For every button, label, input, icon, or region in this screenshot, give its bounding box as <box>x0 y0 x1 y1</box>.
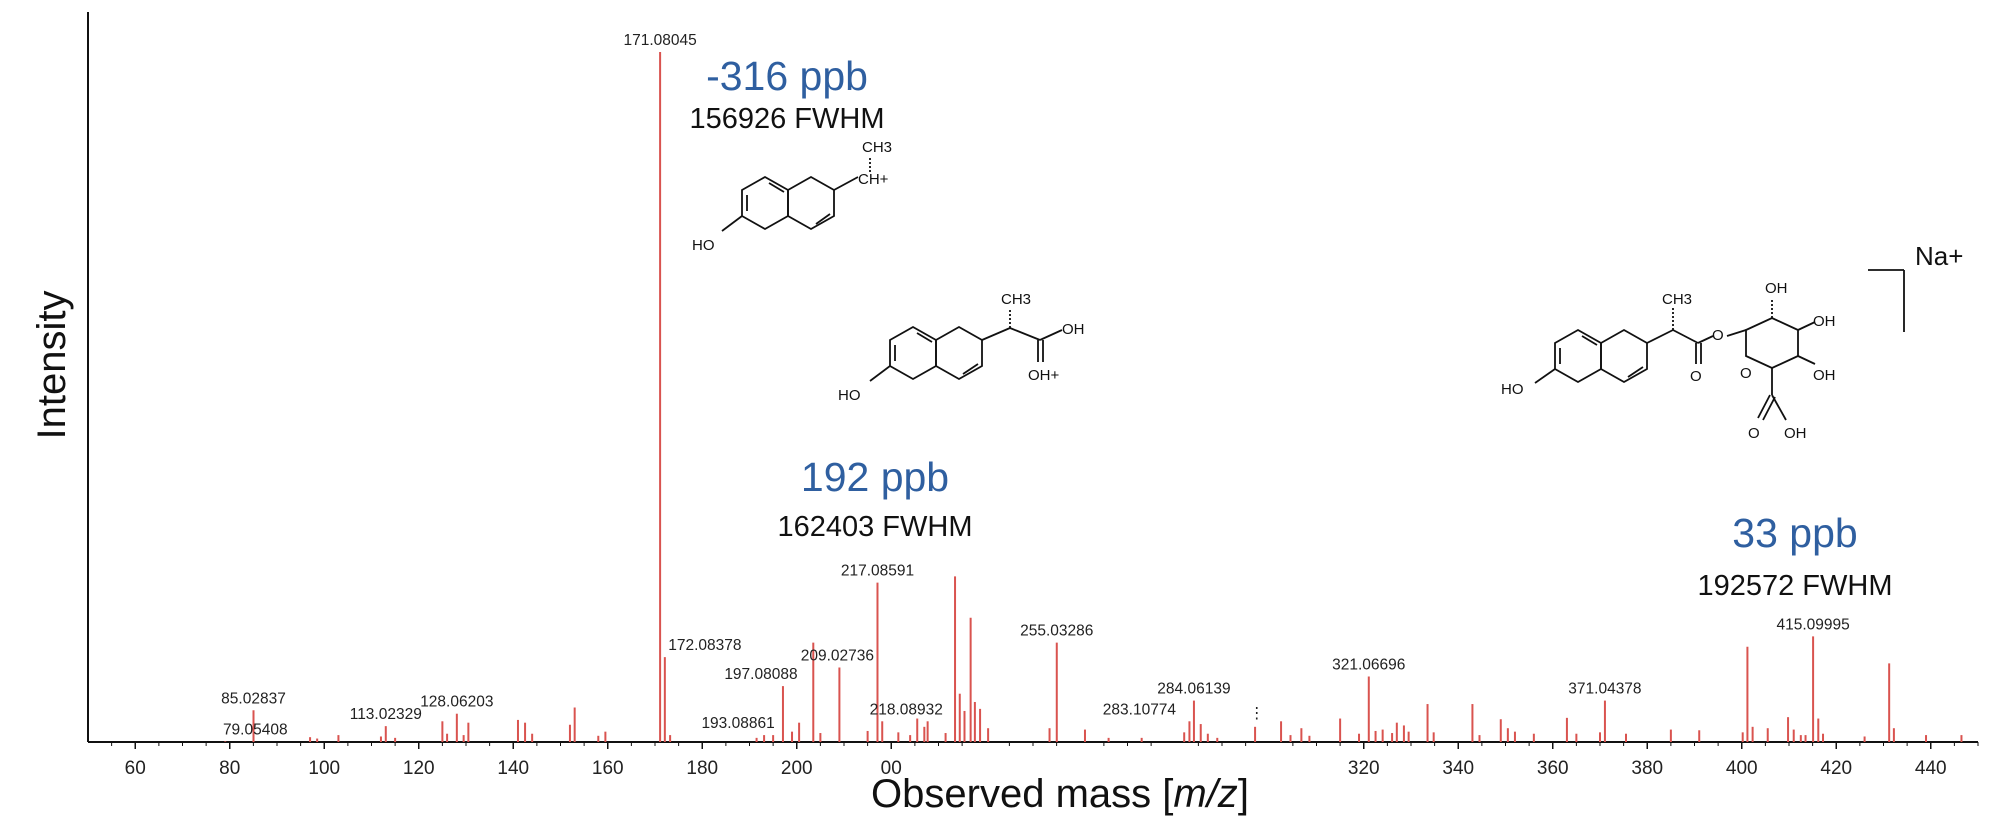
peak-label: 209.02736 <box>801 647 874 664</box>
structure-fragment-171: HO CH+ CH3 <box>692 139 892 254</box>
peak-label: 79.05408 <box>223 721 288 738</box>
fwhm-annotation-1: 156926 FWHM <box>689 103 884 135</box>
ppb-annotation-3: 33 ppb <box>1732 510 1857 556</box>
peak-label: 128.06203 <box>420 694 493 711</box>
peak-label: 113.02329 <box>350 706 422 723</box>
x-tick-label: 440 <box>1915 758 1947 779</box>
peak-label: 171.08045 <box>623 32 696 49</box>
ellipsis-marker: ⋮ <box>1249 705 1265 722</box>
x-tick-label: 420 <box>1820 758 1852 779</box>
x-tick-label: 140 <box>497 758 529 779</box>
fwhm-annotation-3: 192572 FWHM <box>1697 570 1892 602</box>
x-ticks-group: 60 80 100 120 140 160 180 200 00 320 340 360 380 400 4… <box>111 742 1979 779</box>
peaks-group <box>224 52 1963 742</box>
svg-text:OH: OH <box>1062 321 1085 338</box>
peak-label: 321.06696 <box>1332 656 1405 673</box>
svg-text:CH3: CH3 <box>1001 291 1031 308</box>
svg-text:HO: HO <box>838 387 861 404</box>
peak-label: 197.08088 <box>724 666 797 683</box>
peak-label: 371.04378 <box>1568 681 1641 698</box>
structure-precursor-acid: HO CH3 OH OH+ <box>838 291 1085 404</box>
peak-label: 172.08378 <box>668 637 741 654</box>
svg-text:OH: OH <box>1813 313 1836 330</box>
svg-text:OH: OH <box>1784 425 1807 442</box>
peak-label: 218.08932 <box>870 701 943 718</box>
peak-label: 85.02837 <box>221 690 286 707</box>
x-tick-label: 00 <box>881 758 902 779</box>
peak-label: 255.03286 <box>1020 623 1093 640</box>
x-tick-label: 340 <box>1442 758 1474 779</box>
svg-text:OH+: OH+ <box>1028 367 1060 384</box>
y-axis-title: Intensity <box>30 291 74 440</box>
peak-label: 284.06139 <box>1157 681 1230 698</box>
x-tick-label: 320 <box>1348 758 1380 779</box>
x-tick-label: 400 <box>1726 758 1758 779</box>
svg-text:O: O <box>1712 327 1724 344</box>
svg-text:O: O <box>1690 368 1702 385</box>
x-tick-label: 360 <box>1537 758 1569 779</box>
peak-label: 283.10774 <box>1103 701 1177 718</box>
x-tick-label: 180 <box>686 758 718 779</box>
x-tick-label: 60 <box>125 758 146 779</box>
x-tick-label: 80 <box>219 758 240 779</box>
structure-glucuronide-adduct: HO CH3 O O OH OH OH O O OH Na+ <box>1501 241 1963 442</box>
svg-text:CH3: CH3 <box>1662 291 1692 308</box>
ppb-annotation-1: -316 ppb <box>706 53 868 99</box>
peak-label: 193.08861 <box>701 715 774 732</box>
x-axis-title: Observed mass [m/z] <box>871 772 1249 816</box>
peak-label: 415.09995 <box>1776 616 1849 633</box>
svg-text:HO: HO <box>692 237 715 254</box>
x-tick-label: 380 <box>1631 758 1663 779</box>
x-tick-label: 100 <box>308 758 340 779</box>
svg-text:HO: HO <box>1501 381 1524 398</box>
svg-text:O: O <box>1748 425 1760 442</box>
ppb-annotation-2: 192 ppb <box>801 454 949 500</box>
x-axis-title-text: Observed mass [ <box>871 772 1173 816</box>
svg-text:OH: OH <box>1765 280 1788 297</box>
svg-text:CH+: CH+ <box>858 171 889 188</box>
x-tick-label: 160 <box>592 758 624 779</box>
x-axis-title-tail: ] <box>1238 772 1249 816</box>
svg-text:O: O <box>1740 365 1752 382</box>
fwhm-annotation-2: 162403 FWHM <box>777 511 972 543</box>
svg-text:CH3: CH3 <box>862 139 892 156</box>
svg-text:Na+: Na+ <box>1915 241 1963 271</box>
x-axis-title-italic: m/z <box>1173 772 1237 816</box>
svg-text:OH: OH <box>1813 367 1836 384</box>
x-tick-label: 120 <box>403 758 435 779</box>
peak-label: 217.08591 <box>841 563 914 580</box>
x-tick-label: 200 <box>781 758 813 779</box>
